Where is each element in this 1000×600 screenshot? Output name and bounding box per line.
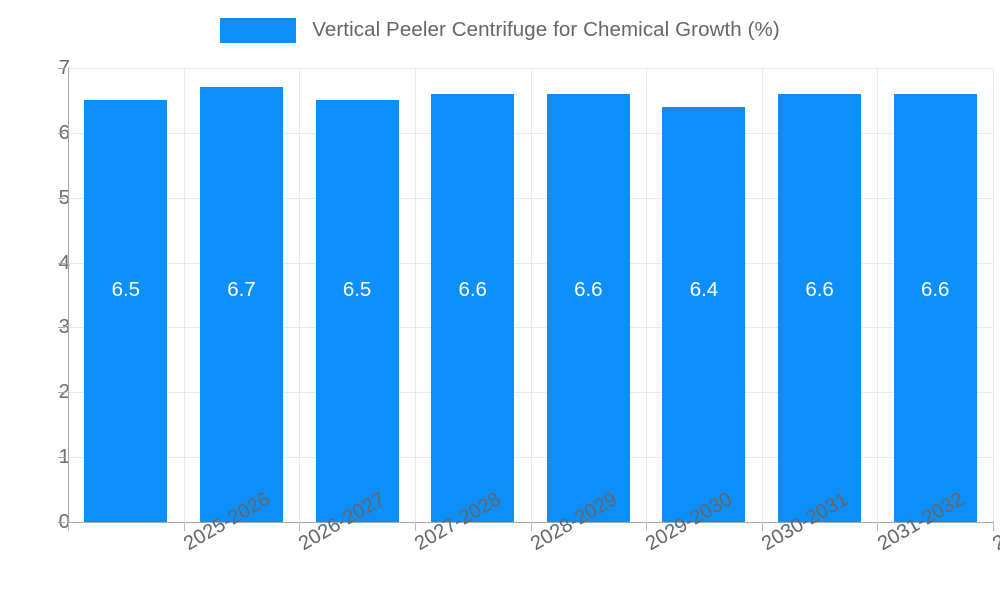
bar-value-label: 6.4 — [689, 277, 719, 301]
gridline-vertical — [415, 68, 416, 522]
bar[interactable] — [431, 93, 515, 522]
y-axis-tick-label: 4 — [30, 252, 70, 273]
x-axis-line — [68, 522, 993, 523]
gridline-vertical — [184, 68, 185, 522]
gridline-horizontal — [68, 262, 993, 264]
bar-group: 6.4 — [662, 68, 746, 522]
gridline-horizontal — [68, 197, 993, 199]
x-axis-tick-label: 2025-2026 — [180, 488, 274, 556]
y-axis-tick-label: 3 — [30, 317, 70, 338]
bar-group: 6.6 — [893, 68, 977, 522]
bar[interactable] — [778, 93, 862, 522]
x-axis-tick-mark — [415, 522, 416, 531]
bar[interactable] — [662, 106, 746, 522]
x-axis-tick-label: 2032-2033 — [989, 488, 1000, 556]
bar-group: 6.7 — [199, 68, 283, 522]
bar[interactable] — [199, 87, 283, 522]
legend-item[interactable]: Vertical Peeler Centrifuge for Chemical … — [220, 17, 780, 43]
bar-value-label: 6.5 — [111, 277, 141, 301]
y-axis-tick-label: 6 — [30, 122, 70, 144]
bar-group: 6.6 — [778, 68, 862, 522]
y-axis: 0 1 2 3 4 5 6 7 — [0, 0, 70, 600]
x-axis-tick-label: 2026-2027 — [295, 488, 389, 556]
gridline-vertical — [993, 68, 994, 522]
gridline-vertical — [531, 68, 532, 522]
x-axis-tick-label: 2028-2029 — [527, 488, 621, 556]
gridline-vertical — [646, 68, 647, 522]
x-axis-tick-mark — [877, 522, 878, 531]
bar[interactable] — [315, 100, 399, 522]
y-axis-tick-mark — [58, 457, 65, 459]
bar-group: 6.6 — [546, 68, 630, 522]
y-axis-tick-mark — [58, 522, 65, 523]
y-axis-tick-label: 7 — [30, 57, 70, 79]
bar[interactable] — [546, 93, 630, 522]
x-axis-tick-label: 2031-2032 — [874, 488, 968, 556]
y-axis-line — [68, 68, 69, 523]
gridline-vertical — [762, 68, 763, 522]
x-axis-tick-mark — [531, 522, 532, 531]
x-axis-tick-mark — [299, 522, 300, 531]
y-axis-tick-mark — [58, 327, 65, 329]
gridline-vertical — [299, 68, 300, 522]
y-axis-tick-label: 0 — [30, 511, 70, 533]
bar-value-label: 6.6 — [805, 277, 834, 301]
plot-area: 6.5 6.7 6.5 6.6 6.6 6.4 6.6 6.6 — [68, 68, 994, 523]
bar[interactable] — [893, 93, 977, 522]
x-axis-tick-label: 2029-2030 — [642, 488, 736, 556]
x-axis-tick-label: 2027-2028 — [411, 488, 505, 556]
bar-value-label: 6.7 — [227, 277, 256, 301]
gridline-horizontal — [68, 327, 993, 329]
bar-value-label: 6.6 — [920, 277, 950, 301]
gridline-horizontal — [68, 68, 993, 69]
bar-value-label: 6.6 — [574, 277, 603, 301]
y-axis-tick-mark — [58, 132, 65, 134]
chart-legend: Vertical Peeler Centrifuge for Chemical … — [0, 12, 1000, 48]
x-axis-tick-label: 2030-2031 — [758, 488, 852, 556]
legend-color-swatch — [220, 17, 297, 43]
y-axis-tick-label: 2 — [30, 382, 70, 403]
legend-label: Vertical Peeler Centrifuge for Chemical … — [312, 18, 780, 41]
y-axis-tick-mark — [58, 262, 65, 264]
bar-value-label: 6.5 — [342, 277, 372, 301]
bar-value-label: 6.6 — [458, 277, 487, 301]
y-axis-tick-label: 5 — [30, 187, 70, 208]
x-axis-tick-mark — [762, 522, 763, 531]
x-axis-tick-mark — [646, 522, 647, 531]
bar[interactable] — [84, 100, 168, 522]
gridline-horizontal — [68, 132, 993, 134]
gridline-horizontal — [68, 392, 993, 394]
bar-group: 6.5 — [315, 68, 399, 522]
x-axis-tick-mark — [993, 522, 994, 531]
y-axis-tick-mark — [58, 68, 65, 69]
y-axis-tick-mark — [58, 197, 65, 199]
bar-group: 6.5 — [84, 68, 168, 522]
x-axis-tick-mark — [68, 522, 69, 531]
gridline-vertical — [877, 68, 878, 522]
bar-group: 6.6 — [431, 68, 515, 522]
y-axis-tick-label: 1 — [30, 446, 70, 468]
gridline-horizontal — [68, 457, 993, 459]
y-axis-tick-mark — [58, 392, 65, 394]
x-axis-tick-mark — [184, 522, 185, 531]
